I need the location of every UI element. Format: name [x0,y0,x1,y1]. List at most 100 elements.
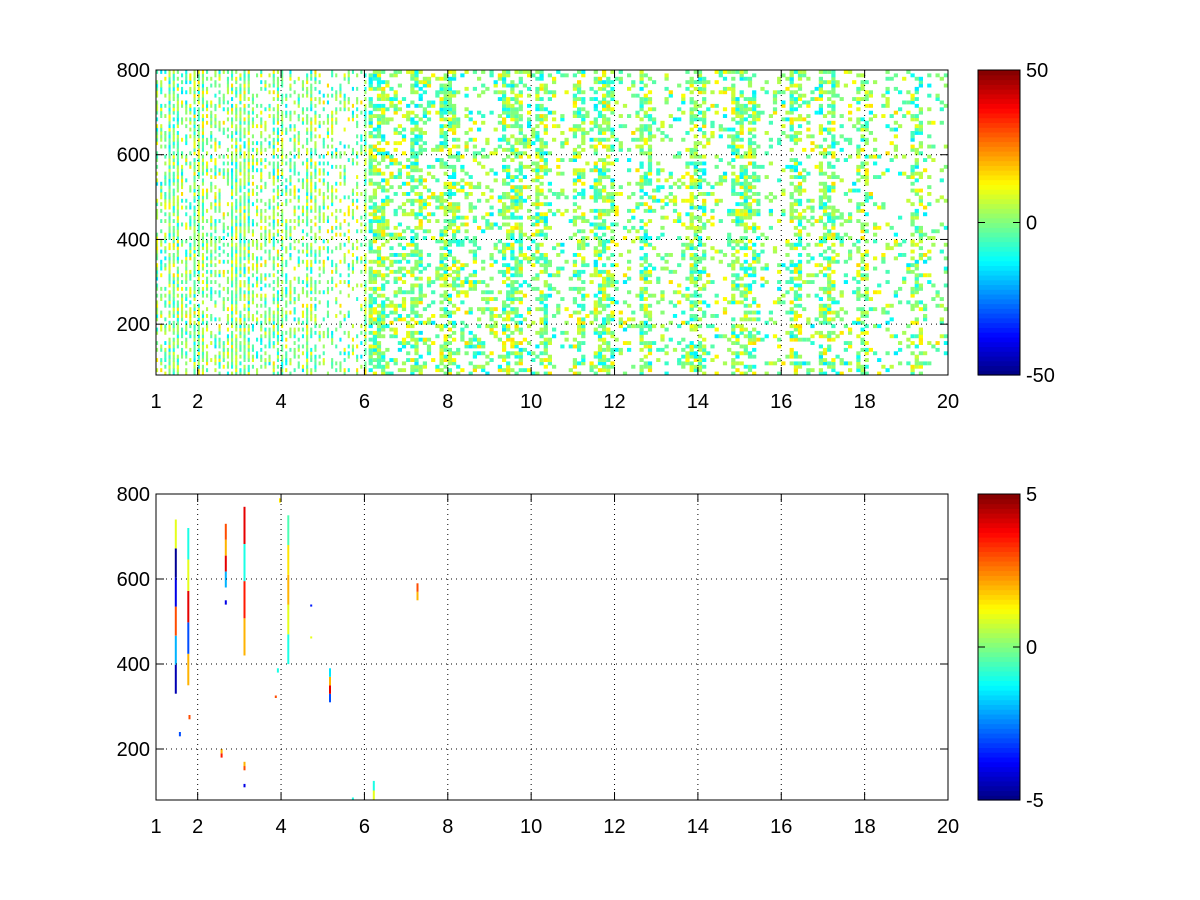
heatmap-cell [343,76,346,81]
heatmap-cell [235,266,238,271]
heatmap-cell [318,361,321,366]
heatmap-cell [322,100,325,105]
heatmap-cell [197,334,200,339]
heatmap-cell [452,303,457,308]
heatmap-cell [301,310,304,315]
heatmap-cell [214,256,217,261]
heatmap-cell [597,286,603,291]
heatmap-cell [502,117,507,122]
heatmap-cell [543,202,548,207]
heatmap-cell [581,215,586,220]
heatmap-cell [506,303,511,308]
heatmap-cell [293,185,296,190]
heatmap-cell [581,236,586,240]
heatmap-cell [314,314,317,318]
heatmap-cell [372,347,377,352]
heatmap-cell [201,90,204,95]
heatmap-cell [614,300,619,305]
heatmap-cell [356,114,359,118]
heatmap-cell [281,229,284,234]
heatmap-cell [502,83,507,88]
heatmap-cell [514,344,519,349]
heatmap-cell [456,158,461,162]
heatmap-cell [218,317,221,322]
heatmap-cell [439,158,444,162]
heatmap-cell [243,337,246,342]
heatmap-cell [306,354,309,359]
heatmap-cell [627,290,632,295]
heatmap-cell [439,164,444,169]
heatmap-cell [443,134,448,139]
heatmap-cell [397,124,402,129]
heatmap-cell [356,97,359,101]
heatmap-cell [185,276,188,281]
heatmap-cell [168,266,171,271]
heatmap-cell [535,97,540,101]
heatmap-cell [435,195,440,200]
heatmap-cell [172,314,175,318]
heatmap-cell [235,161,238,166]
heatmap-cell [318,154,321,159]
heatmap-cell [452,337,457,342]
heatmap-cell [510,249,515,254]
heatmap-cell [285,293,288,298]
heatmap-cell [331,93,334,98]
heatmap-cell [256,205,259,210]
heatmap-cell [235,232,238,237]
heatmap-cell [276,337,279,342]
heatmap-cell [201,70,204,74]
heatmap-cell [176,188,179,193]
heatmap-cell [168,147,171,152]
heatmap-cell [172,93,175,98]
heatmap-cell [168,171,171,176]
heatmap-cell [297,249,300,254]
heatmap-cell [597,330,603,335]
heatmap-cell [172,344,175,349]
heatmap-cell [401,192,407,196]
heatmap-cell [393,358,398,362]
heatmap-cell [306,158,309,162]
heatmap-cell [506,181,511,186]
heatmap-cell [514,141,519,146]
heatmap-cell [502,303,507,308]
heatmap-cell [543,266,548,271]
heatmap-cell [281,354,284,359]
heatmap-cell [381,93,386,98]
heatmap-cell [510,195,515,200]
heatmap-cell [193,124,196,129]
heatmap-cell [364,215,367,220]
heatmap-cell [372,300,377,305]
heatmap-cell [276,86,279,91]
heatmap-cell [218,236,221,240]
heatmap-cell [410,344,415,349]
heatmap-cell [593,249,598,254]
heatmap-cell [306,161,309,166]
heatmap-cell [197,225,200,230]
heatmap-cell [447,239,452,244]
heatmap-cell [506,290,511,295]
heatmap-cell [577,144,582,149]
heatmap-cell [168,127,171,132]
heatmap-cell [231,334,234,339]
heatmap-cell [243,134,246,139]
heatmap-cell [318,324,321,329]
heatmap-cell [268,330,271,335]
heatmap-cell [468,286,473,291]
heatmap-cell [606,276,611,281]
heatmap-cell [214,114,217,118]
heatmap-cell [222,341,225,345]
heatmap-cell [231,341,234,345]
heatmap-cell [368,219,373,223]
heatmap-cell [456,137,461,142]
heatmap-cell [176,114,179,118]
heatmap-cell [318,290,321,295]
heatmap-cell [418,269,423,274]
heatmap-cell [310,351,313,356]
heatmap-cell [418,259,423,264]
heatmap-cell [326,371,329,376]
heatmap-cell [364,158,367,162]
heatmap-cell [218,364,221,369]
heatmap-cell [356,107,359,112]
heatmap-cell [164,266,167,271]
heatmap-cell [239,236,242,240]
